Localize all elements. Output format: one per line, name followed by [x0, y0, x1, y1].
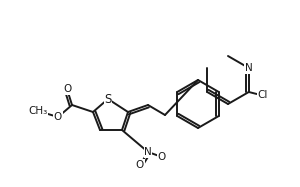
- Text: O: O: [63, 84, 71, 94]
- Text: Cl: Cl: [258, 90, 268, 100]
- Text: S: S: [104, 93, 112, 105]
- Text: N: N: [144, 147, 152, 157]
- Text: O: O: [158, 152, 166, 162]
- Text: O: O: [136, 160, 144, 170]
- Text: CH₃: CH₃: [28, 106, 48, 116]
- Text: O: O: [54, 112, 62, 122]
- Text: N: N: [245, 63, 253, 73]
